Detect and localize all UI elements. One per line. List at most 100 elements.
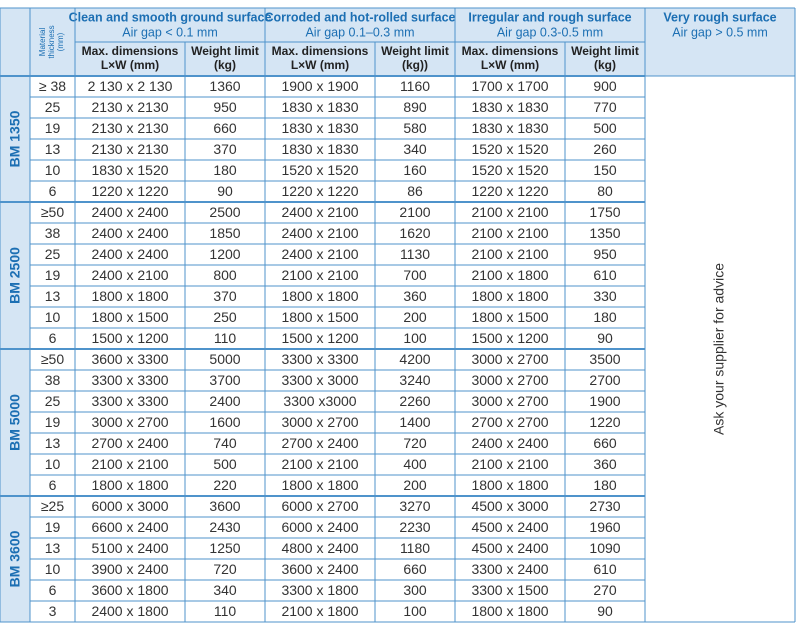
cell: 2500 <box>209 204 240 220</box>
cell: 300 <box>403 582 427 598</box>
cell: 2130 x 2130 <box>91 99 168 115</box>
cell: 1520 x 1520 <box>471 162 548 178</box>
cell: 3500 <box>589 351 620 367</box>
cell: 1830 x 1830 <box>281 99 358 115</box>
cell: 1130 <box>400 246 430 262</box>
cell: 1520 x 1520 <box>281 162 358 178</box>
cell: 580 <box>403 120 427 136</box>
thickness: 10 <box>45 162 61 178</box>
cell: 1180 <box>400 540 430 556</box>
cell: 3240 <box>399 372 430 388</box>
cell: 2400 x 2400 <box>91 225 168 241</box>
cell: 270 <box>593 582 617 598</box>
cell: 2400 x 2100 <box>281 246 358 262</box>
cell: 1900 x 1900 <box>281 78 358 94</box>
cell: 3000 x 2700 <box>91 414 168 430</box>
cell: 1090 <box>589 540 620 556</box>
cell: 1830 x 1830 <box>471 120 548 136</box>
cell: 2260 <box>399 393 430 409</box>
cell: 2400 x 2400 <box>91 246 168 262</box>
cell: 2130 x 2130 <box>91 120 168 136</box>
cell: 660 <box>403 561 427 577</box>
cell: 3270 <box>399 498 430 514</box>
group-subtitle: Air gap 0.3-0.5 mm <box>497 25 603 39</box>
thickness: 19 <box>45 414 61 430</box>
cell: 3300 x 1500 <box>471 582 548 598</box>
group-title: Corroded and hot-rolled surface <box>265 10 456 24</box>
cell: 1830 x 1830 <box>281 120 358 136</box>
cell: 360 <box>403 288 427 304</box>
cell: 90 <box>597 330 613 346</box>
cell: 2400 x 2100 <box>281 204 358 220</box>
column-label: (kg) <box>594 58 616 72</box>
cell: 2700 x 2400 <box>281 435 358 451</box>
cell: 200 <box>403 309 427 325</box>
column-label: Max. dimensions <box>272 44 369 58</box>
cell: 720 <box>213 561 237 577</box>
group-title: Irregular and rough surface <box>468 10 631 24</box>
cell: 1800 x 1800 <box>471 603 548 619</box>
cell: 3000 x 2700 <box>471 393 548 409</box>
cell: 900 <box>593 78 617 94</box>
cell: 330 <box>593 288 617 304</box>
cell: 1800 x 1500 <box>91 309 168 325</box>
cell: 1800 x 1800 <box>91 288 168 304</box>
model-label: BM 5000 <box>7 394 23 451</box>
cell: 2700 <box>589 372 620 388</box>
cell: 2100 x 2100 <box>91 456 168 472</box>
cell: 720 <box>403 435 427 451</box>
cell: 2100 x 2100 <box>471 225 548 241</box>
cell: 200 <box>403 477 427 493</box>
cell: 1600 <box>209 414 240 430</box>
cell: 890 <box>403 99 427 115</box>
cell: 80 <box>597 183 613 199</box>
group-title: Very rough surface <box>663 10 776 24</box>
cell: 4500 x 2400 <box>471 519 548 535</box>
model-label: BM 1350 <box>7 110 23 167</box>
cell: 2 130 x 2 130 <box>88 78 173 94</box>
cell: 250 <box>213 309 237 325</box>
cell: 1220 <box>589 414 620 430</box>
cell: 2100 <box>399 204 430 220</box>
thickness: ≥50 <box>41 351 64 367</box>
cell: 2100 x 2100 <box>281 456 358 472</box>
cell: 2100 x 2100 <box>471 456 548 472</box>
cell: 340 <box>403 141 427 157</box>
thickness: 6 <box>49 582 57 598</box>
cell: 370 <box>213 288 237 304</box>
column-label: Weight limit <box>191 44 259 58</box>
cell: 6000 x 2700 <box>281 498 358 514</box>
cell: 1850 <box>209 225 240 241</box>
cell: 2130 x 2130 <box>91 141 168 157</box>
cell: 1220 x 1220 <box>91 183 168 199</box>
column-label: Max. dimensions <box>82 44 179 58</box>
model-name: BM 2500 <box>7 247 23 304</box>
cell: 370 <box>213 141 237 157</box>
cell: 2100 x 2100 <box>471 246 548 262</box>
cell: 90 <box>597 603 613 619</box>
thickness: 13 <box>45 288 61 304</box>
thickness: ≥50 <box>41 204 64 220</box>
cell: 1800 x 1800 <box>471 288 548 304</box>
cell: 100 <box>403 603 427 619</box>
cell: 2230 <box>399 519 430 535</box>
group-title: Clean and smooth ground surface <box>69 10 272 24</box>
thickness-label-line: (mm) <box>56 32 65 51</box>
cell: 90 <box>217 183 233 199</box>
cell: 2400 <box>209 393 240 409</box>
cell: 1520 x 1520 <box>471 141 548 157</box>
column-label: Weight limit <box>381 44 449 58</box>
cell: 220 <box>213 477 237 493</box>
cell: 610 <box>593 561 617 577</box>
model-name: BM 1350 <box>7 110 23 167</box>
cell: 3600 x 3300 <box>91 351 168 367</box>
cell: 2400 x 2400 <box>471 435 548 451</box>
thickness: 10 <box>45 456 61 472</box>
cell: 3300 x 3300 <box>281 351 358 367</box>
cell: 340 <box>213 582 237 598</box>
column-label: L×W (mm) <box>291 58 349 72</box>
thickness: 19 <box>45 267 61 283</box>
cell: 4500 x 3000 <box>471 498 548 514</box>
cell: 2400 x 1800 <box>91 603 168 619</box>
